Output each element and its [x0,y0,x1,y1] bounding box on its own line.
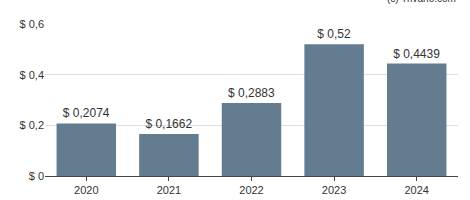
svg-text:$ 0,52: $ 0,52 [317,27,351,41]
svg-text:$ 0,2074: $ 0,2074 [63,106,110,120]
svg-text:$ 0,2883: $ 0,2883 [228,86,275,100]
svg-text:$ 0,2: $ 0,2 [20,119,44,131]
svg-text:$ 0,4439: $ 0,4439 [393,47,440,61]
svg-text:2023: 2023 [322,184,346,196]
svg-text:$ 0,4: $ 0,4 [20,69,44,81]
svg-text:2020: 2020 [74,184,98,196]
svg-text:2022: 2022 [239,184,263,196]
svg-text:$ 0: $ 0 [29,170,44,182]
svg-text:2024: 2024 [404,184,428,196]
svg-text:$ 0,6: $ 0,6 [20,18,44,30]
svg-text:$ 0,1662: $ 0,1662 [145,117,192,131]
svg-text:2021: 2021 [157,184,181,196]
svg-text:(c) Trivano.com: (c) Trivano.com [387,0,456,4]
